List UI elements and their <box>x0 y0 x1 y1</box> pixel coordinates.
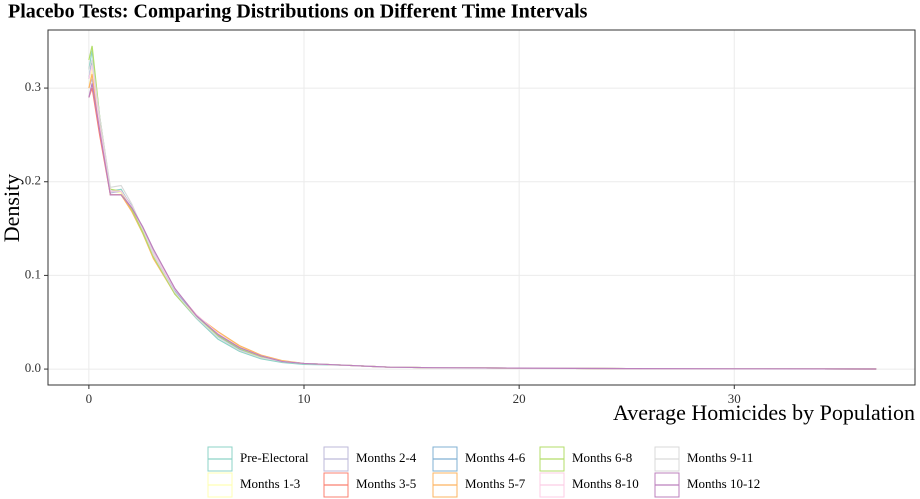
y-tick-label: 0.3 <box>25 79 41 94</box>
legend-label: Months 1-3 <box>240 476 300 491</box>
legend-label: Months 8-10 <box>572 476 639 491</box>
x-tick-label: 20 <box>513 391 526 406</box>
legend-label: Months 9-11 <box>687 450 753 465</box>
legend-label: Months 10-12 <box>687 476 760 491</box>
chart-title: Placebo Tests: Comparing Distributions o… <box>8 1 588 23</box>
x-tick-label: 0 <box>86 391 93 406</box>
legend-label: Months 2-4 <box>356 450 417 465</box>
x-tick-label: 10 <box>298 391 311 406</box>
density-line <box>88 83 877 370</box>
legend-label: Months 6-8 <box>572 450 632 465</box>
y-axis-title: Density <box>0 174 24 242</box>
y-tick-label: 0.1 <box>25 266 41 281</box>
legend-label: Months 5-7 <box>465 476 526 491</box>
panel-border <box>47 29 916 386</box>
plot-background <box>48 30 915 385</box>
x-tick-label: 30 <box>728 391 741 406</box>
legend-label: Months 3-5 <box>356 476 416 491</box>
legend-label: Months 4-6 <box>465 450 526 465</box>
legend-label: Pre-Electoral <box>240 450 309 465</box>
y-tick-label: 0.0 <box>25 360 41 375</box>
x-axis-title: Average Homicides by Population <box>613 400 915 425</box>
y-tick-label: 0.2 <box>25 173 41 188</box>
